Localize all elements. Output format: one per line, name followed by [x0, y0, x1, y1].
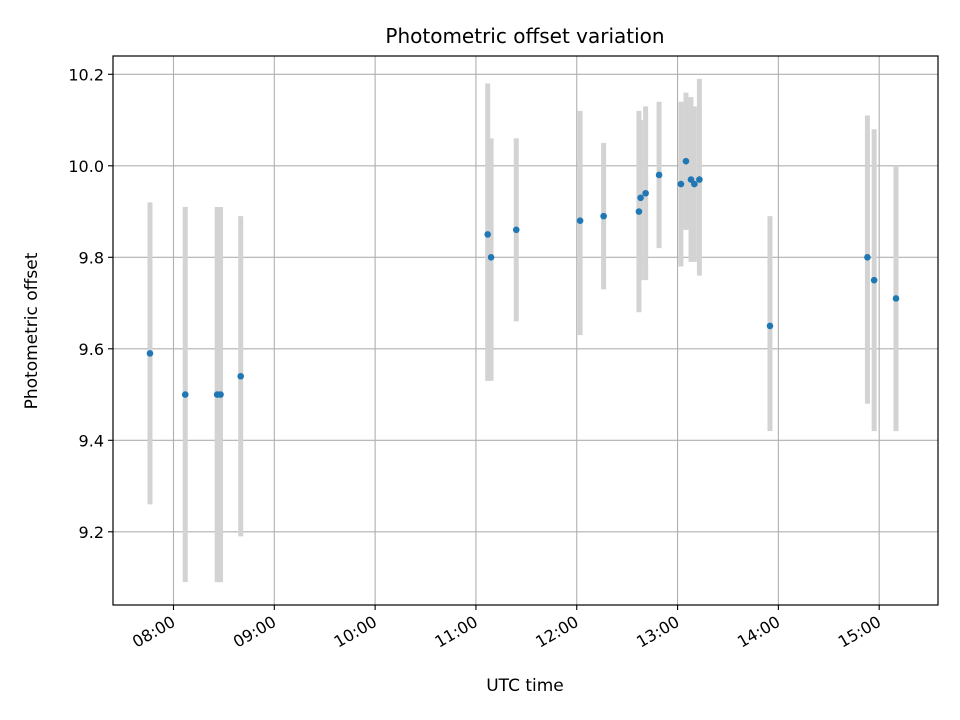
- data-point: [687, 176, 695, 183]
- plot-frame: [112, 55, 939, 606]
- data-point: [864, 253, 871, 261]
- y-tick-label: 9.8: [79, 248, 104, 267]
- grid: [113, 56, 938, 605]
- data-point: [766, 322, 774, 330]
- data-points: [146, 157, 900, 398]
- data-point: [217, 391, 224, 398]
- x-axis-label: UTC time: [486, 676, 564, 696]
- data-point: [642, 189, 649, 197]
- data-point: [655, 171, 663, 179]
- data-point: [892, 295, 900, 302]
- data-point: [691, 180, 698, 188]
- y-axis-label: Photometric offset: [22, 252, 42, 409]
- data-point: [600, 212, 607, 220]
- data-point: [181, 391, 189, 398]
- data-point: [870, 276, 878, 284]
- data-point: [237, 372, 244, 380]
- data-point: [576, 217, 584, 224]
- data-point: [487, 253, 495, 261]
- data-point: [682, 157, 690, 165]
- chart-title: Photometric offset variation: [385, 24, 664, 48]
- y-tick-label: 10.2: [68, 65, 104, 84]
- y-tick-label: 9.6: [79, 340, 104, 359]
- data-point: [677, 180, 685, 188]
- y-tick-label: 10.0: [68, 157, 104, 176]
- data-point: [635, 208, 643, 215]
- data-point: [637, 194, 644, 202]
- data-point: [512, 226, 520, 234]
- data-point: [484, 231, 491, 238]
- y-tick-label: 9.4: [79, 431, 104, 450]
- data-point: [696, 176, 703, 183]
- data-point: [146, 350, 154, 357]
- y-tick-label: 9.2: [79, 523, 104, 542]
